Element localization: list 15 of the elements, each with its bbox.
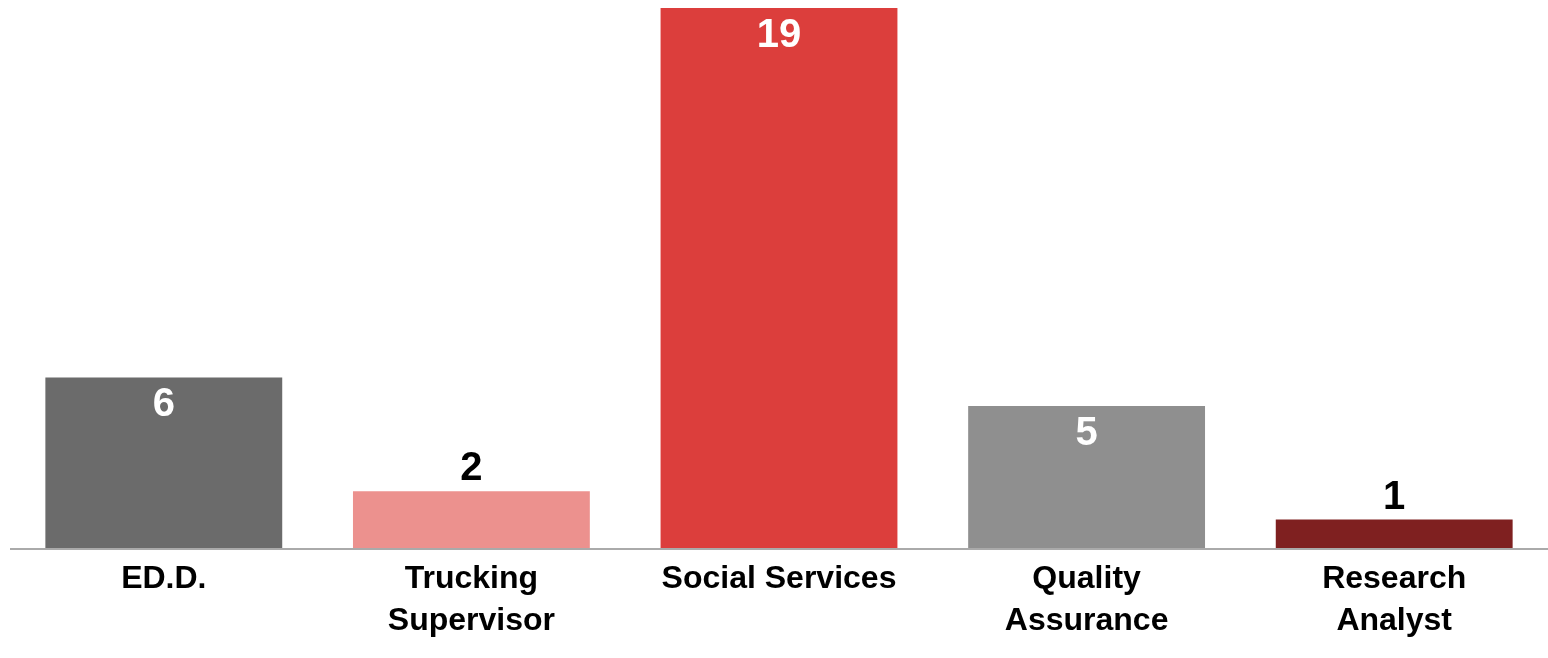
data-label: 2 bbox=[460, 444, 483, 489]
data-label: 5 bbox=[1075, 408, 1098, 453]
x-tick-label: ED.D. bbox=[121, 559, 207, 596]
bar bbox=[660, 8, 898, 548]
data-label: 19 bbox=[756, 11, 802, 55]
bar bbox=[968, 405, 1206, 548]
data-label: 1 bbox=[1383, 472, 1406, 517]
bar bbox=[352, 491, 590, 548]
data-label: 6 bbox=[152, 380, 175, 425]
x-tick-label: Research Analyst bbox=[1322, 559, 1467, 637]
x-tick-label: Trucking Supervisor bbox=[387, 559, 555, 637]
bar bbox=[45, 377, 283, 548]
x-tick-label: Quality Assurance bbox=[1004, 559, 1169, 637]
bar bbox=[1275, 519, 1513, 548]
x-tick-label: Social Services bbox=[661, 559, 897, 596]
